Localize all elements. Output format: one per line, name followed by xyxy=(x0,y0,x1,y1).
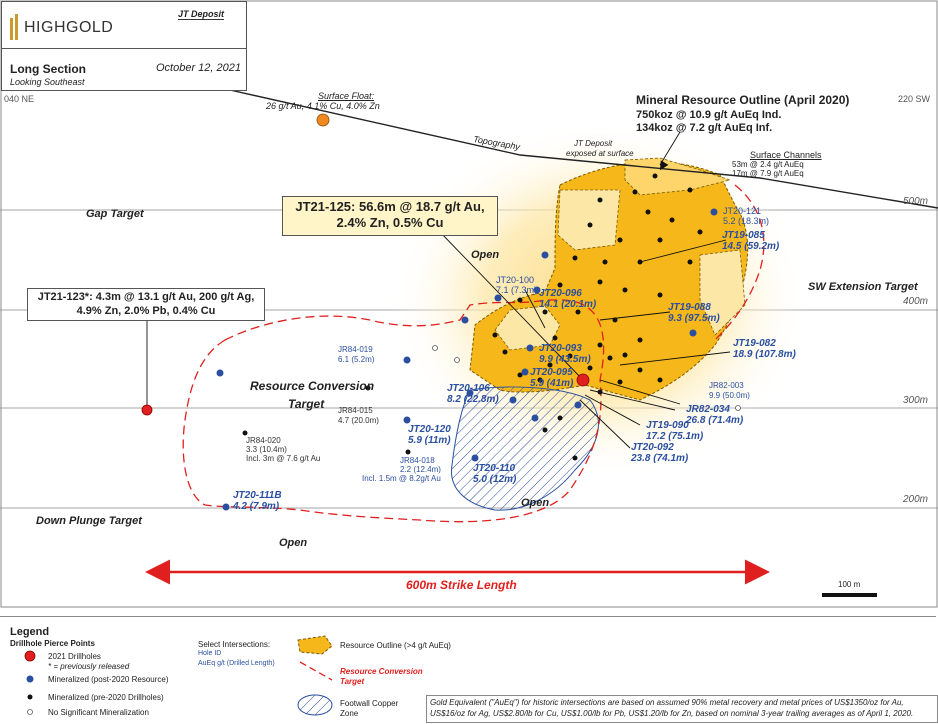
deposit-label: JT Deposit xyxy=(178,9,225,20)
surface-channels-title: Surface Channels xyxy=(750,150,822,160)
legend-hole-id: Hole ID xyxy=(198,650,222,657)
pre2020-drillholes xyxy=(242,173,703,461)
section-end-left: 040 NE xyxy=(4,94,35,104)
legend-select: Select Intersections: xyxy=(198,640,271,649)
legend-symbols xyxy=(24,635,333,716)
surface-float-title: Surface Float: xyxy=(318,91,375,101)
int-jt19-085: JT19-085 14.5 (59.2m) xyxy=(722,230,780,252)
callout-123-line1: JT21-123*: 4.3m @ 13.1 g/t Au, 200 g/t A… xyxy=(37,291,255,303)
resource-conversion-label-2: Target xyxy=(288,397,325,411)
int-jr84-020: JR84-020 3.3 (10.4m) Incl. 3m @ 7.6 g/t Au xyxy=(246,436,321,463)
surface-float-grades: 26 g/t Au, 4.1% Cu, 4.0% Zn xyxy=(266,101,380,111)
callout-125-line1: JT21-125: 56.6m @ 18.7 g/t Au, xyxy=(295,199,485,214)
legend-aueq: AuEq g/t (Drilled Length) xyxy=(198,660,275,667)
map-frame xyxy=(0,0,938,608)
open-label-left: Open xyxy=(279,537,308,549)
logo-mark xyxy=(10,14,20,40)
surface-channels-line2: 17m @ 7.9 g/t AuEq xyxy=(732,169,804,178)
legend-title: Legend xyxy=(10,626,50,638)
callout-jt21-125: JT21-125: 56.6m @ 18.7 g/t Au, 2.4% Zn, … xyxy=(282,196,498,236)
legend-rc-target: Resource Conversion xyxy=(340,667,423,676)
scale-bar xyxy=(822,593,877,597)
post2020-drillholes xyxy=(216,208,718,511)
elevation-300: 300m xyxy=(903,395,929,406)
legend-footwall: Footwall Copper xyxy=(340,699,399,708)
callout-jt21-123: JT21-123*: 4.3m @ 13.1 g/t Au, 200 g/t A… xyxy=(27,288,265,321)
int-jr84-019: JR84-019 6.1 (5.2m) xyxy=(338,345,375,364)
open-label-top: Open xyxy=(471,249,500,261)
int-jr82-003: JR82-003 9.9 (50.0m) xyxy=(709,381,750,400)
strike-length-label: 600m Strike Length xyxy=(406,578,517,592)
legend-prev: * = previously released xyxy=(48,662,130,671)
int-jr84-015: JR84-015 4.7 (20.0m) xyxy=(338,406,379,425)
int-jt20-092: JT20-092 23.8 (74.1m) xyxy=(631,442,689,464)
legend-pre2020: Mineralized (pre-2020 Drillholes) xyxy=(48,693,164,702)
down-plunge-label: Down Plunge Target xyxy=(36,515,142,527)
scale-label: 100 m xyxy=(838,580,861,589)
nosig-drillholes xyxy=(432,345,741,411)
legend-post2020: Mineralized (post-2020 Resource) xyxy=(48,675,169,684)
int-jt20-120: JT20-120 5.9 (11m) xyxy=(408,424,451,446)
int-jt19-088: JT19-088 9.3 (97.5m) xyxy=(668,302,720,324)
surface-float-point xyxy=(316,113,330,127)
legend-pierce-title: Drillhole Pierce Points xyxy=(10,639,95,648)
int-jt20-121: JT20-121 5.2 (18.3m) xyxy=(723,206,770,226)
int-jr84-018: JR84-018 2.2 (12.4m) Incl. 1.5m @ 8.2g/t A… xyxy=(362,456,441,483)
int-jt20-096: JT20-096 14.1 (20.1m) xyxy=(539,288,597,310)
jt-exposed-line2: exposed at surface xyxy=(566,149,634,158)
elevation-400: 400m xyxy=(903,296,929,307)
section-looking: Looking Southeast xyxy=(10,77,85,87)
legend-footwall2: Zone xyxy=(340,709,359,718)
int-jt20-093: JT20-093 9.9 (43.5m) xyxy=(539,343,591,365)
resource-conversion-outline xyxy=(182,299,605,523)
jt-exposed-line1: JT Deposit xyxy=(574,139,613,148)
callout-125-line2: 2.4% Zn, 0.5% Cu xyxy=(336,215,444,230)
legend-rc-target2: Target xyxy=(340,677,365,686)
int-jt20-095: JT20-095 5.9 (41m) xyxy=(530,367,574,389)
int-jt20-110: JT20-110 5.0 (12m) xyxy=(473,463,517,485)
int-jt20-106: JT20-106 8.2 (22.8m) xyxy=(447,383,499,405)
legend: Legend Drillhole Pierce Points 2021 Dril… xyxy=(0,616,938,723)
int-jr82-034: JR82-034 26.8 (71.4m) xyxy=(686,404,744,426)
int-jt20-100: JT20-100 7.1 (7.3m) xyxy=(496,275,538,295)
drillhole-jt21-123 xyxy=(141,404,153,416)
legend-nosig: No Significant Mineralization xyxy=(48,708,149,717)
sw-extension-label: SW Extension Target xyxy=(808,281,918,293)
legend-outline: Resource Outline (>4 g/t AuEq) xyxy=(340,641,451,650)
elevation-200: 200m xyxy=(903,494,929,505)
section-date: October 12, 2021 xyxy=(156,62,242,74)
resource-conversion-label-1: Resource Conversion xyxy=(250,379,375,393)
gap-target-label: Gap Target xyxy=(86,208,144,220)
topography-line xyxy=(229,89,938,209)
resource-pocket xyxy=(557,189,621,251)
logo-text: HIGHGOLD xyxy=(24,19,114,36)
resource-pocket xyxy=(699,249,746,336)
int-jt19-082: JT19-082 18.9 (107.8m) xyxy=(733,338,796,360)
resource-line1: 750koz @ 10.9 g/t AuEq Ind. xyxy=(636,109,782,121)
section-title: Long Section xyxy=(10,62,86,76)
resource-title: Mineral Resource Outline (April 2020) xyxy=(636,93,850,107)
aueq-note: Gold Equivalent ("AuEq") for historic in… xyxy=(426,695,938,723)
drillhole-jt21-125 xyxy=(576,373,590,387)
section-end-right: 220 SW xyxy=(898,94,931,104)
int-jt19-090: JT19-090 17.2 (75.1m) xyxy=(646,420,704,442)
leader-lines xyxy=(146,131,731,449)
surface-channels-line1: 53m @ 2.4 g/t AuEq xyxy=(732,160,804,169)
elevation-500: 500m xyxy=(903,196,929,207)
resource-line2: 134koz @ 7.2 g/t AuEq Inf. xyxy=(636,122,773,134)
title-box: HIGHGOLD JT Deposit Long Section Looking… xyxy=(1,1,247,91)
int-jt20-111b: JT20-111B 4.2 (7.9m) xyxy=(233,490,282,512)
open-label-bottom: Open xyxy=(521,497,550,509)
callout-123-line2: 4.9% Zn, 2.0% Pb, 0.4% Cu xyxy=(76,305,216,317)
legend-2021: 2021 Drillholes xyxy=(48,652,101,661)
